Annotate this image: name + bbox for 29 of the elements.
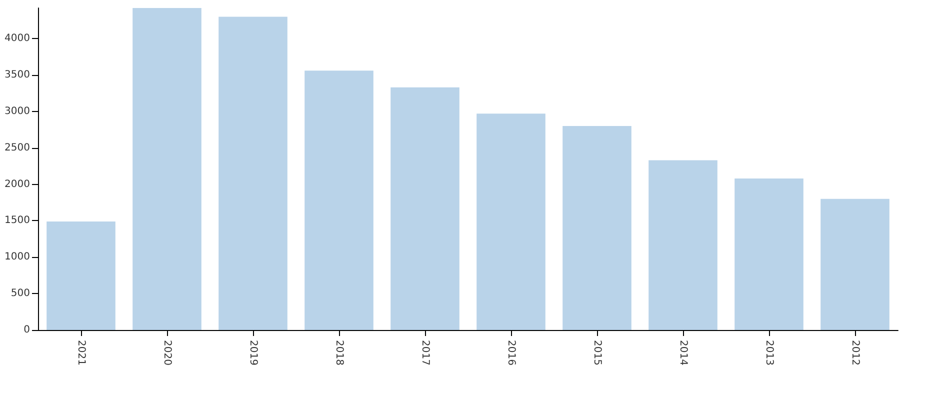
y-tick-label: 2500	[4, 142, 30, 154]
bar	[218, 16, 288, 330]
x-tick-label: 2016	[506, 340, 516, 366]
x-tick-label: 2019	[248, 340, 258, 366]
x-tick-label: 2015	[592, 340, 602, 366]
bar	[390, 87, 460, 330]
y-tick-label: 3000	[4, 106, 30, 117]
x-tick-label: 2012	[850, 340, 860, 366]
x-tick-label: 2021	[76, 340, 86, 366]
y-tick-label: 1000	[4, 252, 30, 263]
bar	[132, 8, 202, 330]
bar	[562, 126, 632, 330]
y-tick-label: 4000	[4, 33, 30, 44]
y-tick-label: 0	[24, 324, 30, 336]
bar	[46, 221, 116, 330]
x-tick-label: 2017	[420, 340, 430, 366]
y-tick-label: 2000	[4, 178, 30, 190]
x-tick-label: 2020	[162, 340, 172, 366]
x-tick-label: 2013	[764, 340, 774, 366]
bar	[476, 114, 546, 330]
x-tick-label: 2018	[334, 340, 344, 366]
bar	[820, 198, 890, 330]
bar	[734, 178, 804, 330]
y-tick-label: 1500	[4, 215, 30, 226]
bar	[648, 160, 718, 330]
y-tick-label: 3500	[4, 70, 30, 81]
x-tick-label: 2014	[678, 340, 688, 366]
y-tick-label: 500	[10, 288, 30, 300]
bar	[304, 70, 374, 330]
